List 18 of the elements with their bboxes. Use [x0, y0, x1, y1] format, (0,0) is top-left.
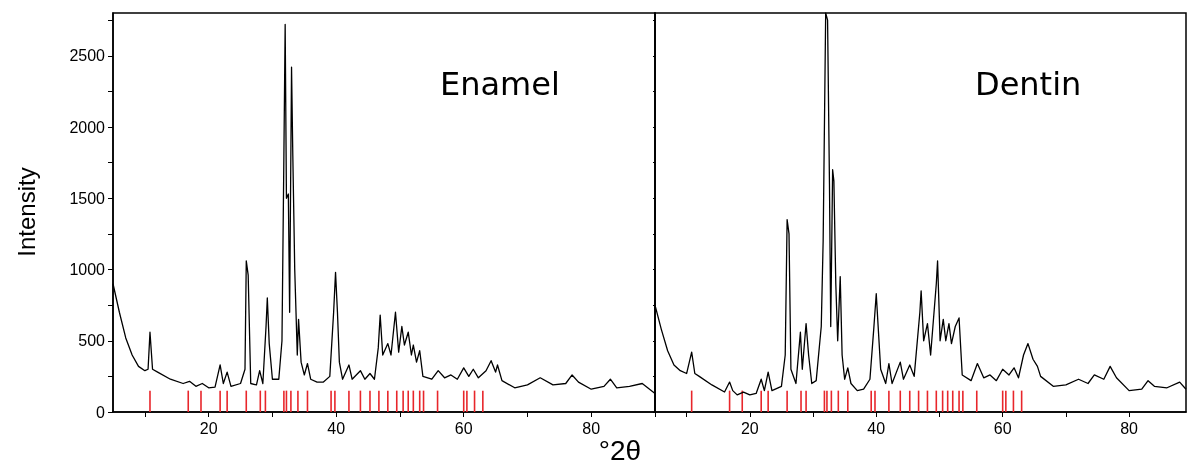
x-tick-label: 80	[582, 419, 601, 437]
y-tick-label: 1000	[69, 261, 106, 278]
y-tick-label: 1500	[69, 189, 106, 207]
x-tick-label: 40	[867, 419, 886, 437]
y-tick-label: 2000	[69, 118, 106, 136]
x-tick-label: 20	[740, 419, 759, 437]
x-tick-label: 40	[327, 419, 346, 437]
y-tick-label: 2500	[69, 47, 106, 65]
x-tick-label: 80	[1120, 419, 1139, 437]
y-tick-label: 500	[78, 332, 106, 350]
x-axis-title: °2θ	[598, 434, 642, 466]
y-tick-label: 0	[96, 403, 106, 421]
x-tick-label: 60	[993, 419, 1012, 437]
x-tick-label: 60	[454, 419, 473, 437]
annotation: Dentin	[975, 65, 1082, 103]
annotation: Enamel	[440, 65, 560, 103]
y-axis-title: Intensity	[12, 167, 40, 257]
x-tick-label: 20	[199, 419, 218, 437]
